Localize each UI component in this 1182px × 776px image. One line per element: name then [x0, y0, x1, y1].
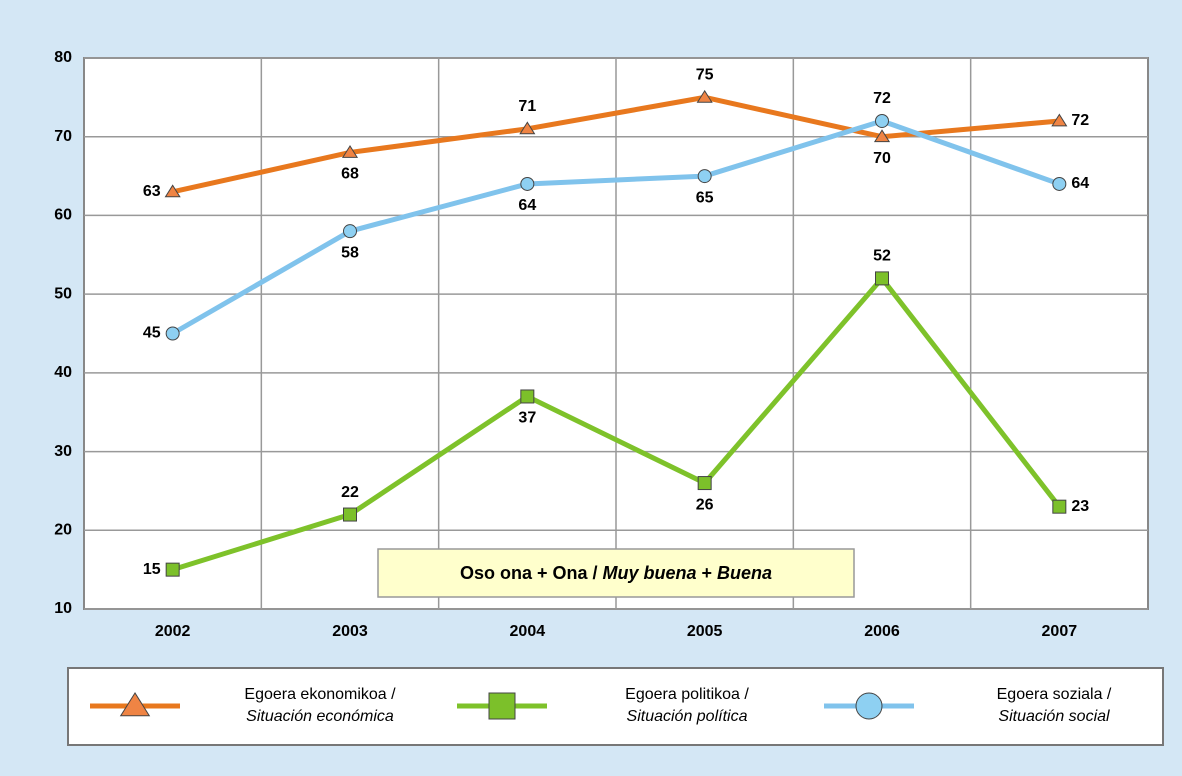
data-label: 75 [696, 67, 714, 84]
marker [875, 271, 889, 286]
annotation-box [377, 548, 855, 598]
marker [520, 176, 535, 191]
data-label: 26 [696, 496, 714, 513]
data-label: 70 [873, 150, 891, 167]
y-tick-label: 60 [54, 207, 72, 224]
data-label: 72 [873, 90, 891, 107]
data-label: 64 [518, 197, 536, 214]
line [171, 275, 1062, 573]
line [171, 118, 1061, 336]
annotation-part: + [702, 563, 713, 583]
data-label: 22 [341, 484, 359, 501]
marker [343, 224, 357, 239]
data-label: 45 [143, 325, 161, 342]
data-label: 65 [696, 189, 714, 206]
legend-box [67, 667, 1164, 746]
x-tick-label: 2007 [1042, 623, 1078, 640]
marker [341, 145, 359, 158]
legend-label: Egoera ekonomikoa / [244, 686, 396, 703]
legend-label: Egoera politikoa / [625, 686, 749, 703]
marker [119, 692, 151, 717]
data-label: 58 [341, 244, 359, 261]
marker [875, 113, 889, 128]
annotation: Oso ona + Ona / Muy buena + Buena [460, 563, 772, 583]
x-tick-label: 2003 [332, 623, 368, 640]
marker [697, 476, 712, 491]
data-label: 64 [1071, 175, 1089, 192]
annotation-part: Buena [717, 563, 772, 583]
y-tick-label: 30 [54, 443, 72, 460]
legend-label: Egoera soziala / [997, 686, 1112, 703]
y-tick-label: 10 [54, 600, 72, 617]
data-label: 71 [518, 98, 536, 115]
y-tick-label: 20 [54, 522, 72, 539]
y-tick-label: 40 [54, 364, 72, 381]
series: 45 58 64 65 72 64 [143, 90, 1089, 342]
legend-label: Situación política [627, 708, 748, 725]
marker [1051, 113, 1068, 127]
marker [164, 184, 181, 198]
marker [519, 121, 536, 135]
legend-label: Situación social [998, 708, 1110, 725]
marker [165, 326, 180, 341]
y-tick-label: 50 [54, 285, 72, 302]
x-tick-label: 2005 [687, 623, 723, 640]
annotation-part: Oso ona + Ona / [460, 563, 598, 583]
marker [855, 692, 883, 720]
data-label: 23 [1071, 498, 1089, 515]
data-label: 37 [518, 410, 536, 427]
marker [520, 389, 535, 404]
legend-label: Situación económica [246, 708, 394, 725]
legend-item: Egoera politikoa / Situación política [457, 686, 749, 725]
annotation-part: Muy buena [602, 563, 696, 583]
x-tick-label: 2006 [864, 623, 900, 640]
x-tick-label: 2004 [510, 623, 546, 640]
data-label: 15 [143, 561, 161, 578]
marker [1052, 499, 1067, 514]
marker [343, 507, 357, 522]
marker [165, 562, 180, 577]
legend-item: Egoera ekonomikoa / Situación económica [90, 686, 396, 725]
legend-item: Egoera soziala / Situación social [824, 686, 1112, 725]
x-tick-label: 2002 [155, 623, 191, 640]
grid [84, 57, 1148, 610]
data-label: 63 [143, 183, 161, 200]
marker [488, 692, 516, 720]
marker [697, 169, 712, 184]
data-label: 68 [341, 166, 359, 183]
data-label: 52 [873, 248, 891, 265]
marker [1052, 176, 1067, 191]
y-tick-label: 70 [54, 128, 72, 145]
series: 15 22 37 26 52 23 [143, 248, 1089, 578]
y-tick-label: 80 [54, 49, 72, 66]
marker [696, 89, 713, 103]
data-label: 72 [1071, 112, 1089, 129]
marker [873, 129, 891, 143]
